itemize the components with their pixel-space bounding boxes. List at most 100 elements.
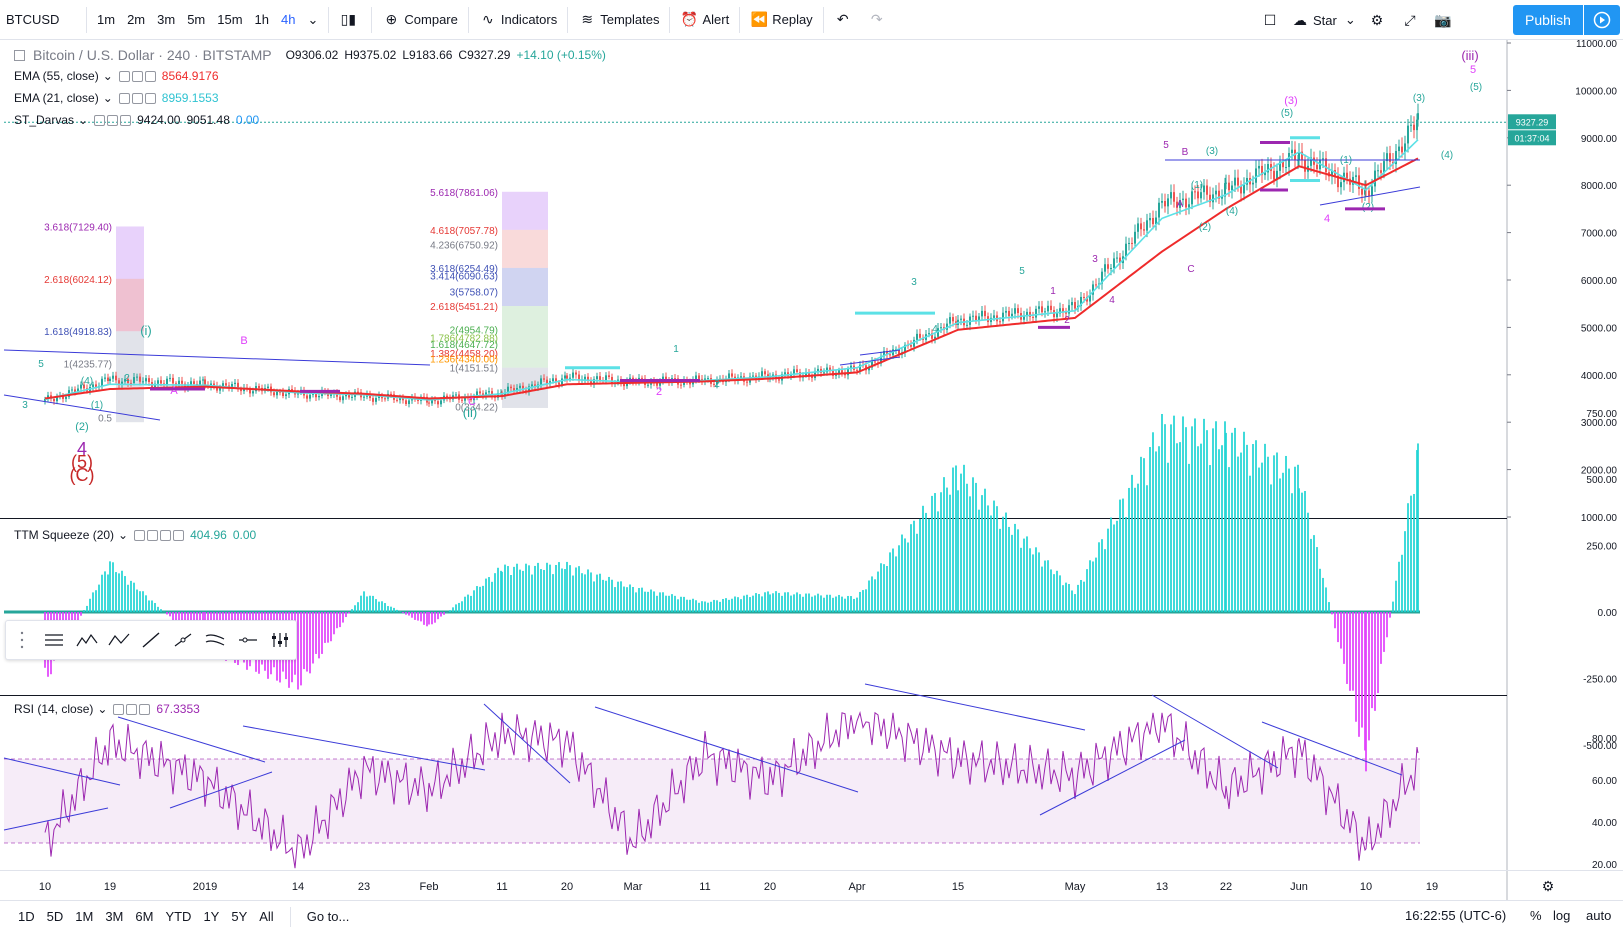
squeeze-bar <box>987 505 989 612</box>
squeeze-bar <box>1116 520 1118 612</box>
squeeze-bar <box>485 578 487 612</box>
layout-button[interactable]: ☐ <box>1255 5 1289 35</box>
range-1y[interactable]: 1Y <box>203 909 220 924</box>
play-button[interactable] <box>1584 5 1620 35</box>
squeeze-bar <box>1149 447 1151 612</box>
settings-button[interactable]: ⚙ <box>1362 5 1396 35</box>
squeeze-bar <box>1056 570 1058 612</box>
percent-toggle[interactable]: % <box>1530 908 1542 923</box>
ema21-legend[interactable]: EMA (21, close) ⌄ 8959.1553 <box>14 91 219 105</box>
trend-line-icon[interactable] <box>135 623 167 657</box>
drag-handle[interactable] <box>6 623 38 657</box>
collapse-icon[interactable] <box>14 49 25 61</box>
squeeze-bar <box>363 591 365 612</box>
candle-body <box>434 399 436 402</box>
time-readout[interactable]: 16:22:55 (UTC-6) <box>1405 908 1507 923</box>
fullscreen-button[interactable]: ⤢ <box>1395 5 1429 35</box>
fib-tool-icon[interactable] <box>38 623 70 657</box>
candle-body <box>446 395 448 398</box>
replay-button[interactable]: ⏪ Replay <box>744 5 818 35</box>
symbol-search[interactable]: BTCUSD <box>0 5 82 35</box>
legend-controls[interactable] <box>118 70 156 82</box>
rsi-trend-line <box>3 757 121 786</box>
indicators-button[interactable]: ∿ Indicators <box>473 5 563 35</box>
squeeze-legend[interactable]: TTM Squeeze (20) ⌄ 404.96 0.00 <box>14 528 256 542</box>
darvas-legend[interactable]: ST_Darvas ⌄ 9424.00 9051.48 0.00 <box>14 113 259 127</box>
rsi-legend[interactable]: RSI (14, close) ⌄ 67.3353 <box>14 702 200 716</box>
squeeze-bar <box>1377 612 1379 694</box>
squeeze-bar <box>1065 582 1067 612</box>
squeeze-bar <box>1164 424 1166 612</box>
candle-body <box>1083 296 1085 298</box>
candle-body <box>823 372 825 374</box>
publish-label: Publish <box>1525 12 1571 28</box>
squeeze-bar <box>357 602 359 612</box>
chevron-down-icon: ⌄ <box>97 702 108 716</box>
interval-4h[interactable]: 4h <box>281 12 296 27</box>
candle-body <box>713 383 715 385</box>
candle-body <box>428 402 430 404</box>
range-6m[interactable]: 6M <box>135 909 154 924</box>
log-toggle[interactable]: log <box>1553 908 1571 923</box>
snapshot-button[interactable]: 📷 <box>1428 5 1462 35</box>
interval-2m[interactable]: 2m <box>127 12 146 27</box>
squeeze-bar <box>1014 523 1016 612</box>
range-1d[interactable]: 1D <box>18 909 35 924</box>
squeeze-bar <box>89 598 91 612</box>
chart-canvas[interactable]: 11000.0010000.009000.008000.007000.00600… <box>0 40 1623 900</box>
horizontal-ray-icon[interactable] <box>232 623 264 657</box>
squeeze-bar <box>1053 574 1055 612</box>
ema55-legend[interactable]: EMA (55, close) ⌄ 8564.9176 <box>14 69 219 83</box>
undo-button[interactable]: ↶ <box>828 5 862 35</box>
candle-body <box>1279 161 1281 171</box>
auto-toggle[interactable]: auto <box>1586 908 1612 923</box>
range-5y[interactable]: 5Y <box>231 909 248 924</box>
range-1m[interactable]: 1M <box>75 909 94 924</box>
compare-button[interactable]: ⊕ Compare <box>376 5 463 35</box>
publish-button[interactable]: Publish <box>1513 5 1583 35</box>
price-tick-label: 1000.00 <box>1581 513 1618 524</box>
chart-type-button[interactable]: ▯▮ <box>333 5 367 35</box>
star-button[interactable]: ☁ Star ⌄ <box>1285 5 1362 35</box>
squeeze-bar <box>1401 554 1403 612</box>
range-ytd[interactable]: YTD <box>165 909 192 924</box>
fib-level-label: 3(5758.07) <box>450 287 498 298</box>
squeeze-bar <box>907 542 909 612</box>
squeeze-bar <box>1047 560 1049 612</box>
squeeze-bar <box>859 591 861 612</box>
range-all[interactable]: All <box>259 909 274 924</box>
squeeze-bar <box>847 595 849 612</box>
interval-3m[interactable]: 3m <box>157 12 176 27</box>
wave-label: A <box>170 385 178 397</box>
path-tool-icon[interactable] <box>167 623 199 657</box>
candle-body <box>1361 188 1363 195</box>
price-tick-label: 6000.00 <box>1581 276 1618 287</box>
interval-1h[interactable]: 1h <box>254 12 270 27</box>
redo-button[interactable]: ↷ <box>862 5 896 35</box>
range-3m[interactable]: 3M <box>105 909 124 924</box>
regression-tool-icon[interactable] <box>199 623 231 657</box>
settings-sliders-icon[interactable] <box>264 623 296 657</box>
legend-controls[interactable] <box>134 529 185 541</box>
templates-button[interactable]: ≋ Templates <box>572 5 665 35</box>
interval-1m[interactable]: 1m <box>97 12 116 27</box>
interval-5m[interactable]: 5m <box>187 12 206 27</box>
interval-dropdown-icon[interactable]: ⌄ <box>307 11 319 27</box>
interval-15m[interactable]: 15m <box>217 12 243 27</box>
main-series-legend: Bitcoin / U.S. Dollar · 240 · BITSTAMP O… <box>14 47 612 63</box>
legend-controls[interactable] <box>118 92 156 104</box>
squeeze-bar <box>95 590 97 612</box>
candle-body <box>1203 185 1205 193</box>
squeeze-bar <box>966 483 968 612</box>
goto-button[interactable]: Go to... <box>306 909 350 924</box>
candle-body <box>1337 175 1339 188</box>
elliott-impulse-icon[interactable] <box>70 623 102 657</box>
range-5d[interactable]: 5D <box>46 909 64 924</box>
elliott-correction-icon[interactable] <box>103 623 135 657</box>
candle-body <box>1137 223 1139 232</box>
wave-label: (3) <box>1284 95 1297 107</box>
squeeze-bar <box>1340 612 1342 649</box>
legend-controls[interactable] <box>94 114 132 126</box>
legend-controls[interactable] <box>113 703 151 715</box>
alert-button[interactable]: ⏰ Alert <box>674 5 735 35</box>
